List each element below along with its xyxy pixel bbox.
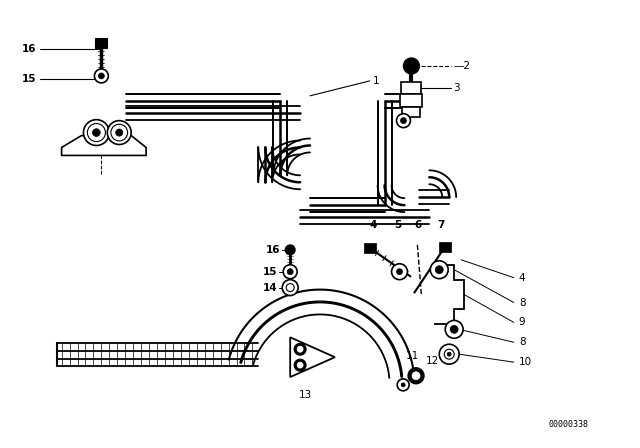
Circle shape xyxy=(450,325,458,333)
Text: 4: 4 xyxy=(370,220,377,230)
Circle shape xyxy=(444,349,454,359)
Text: 8: 8 xyxy=(519,337,525,347)
Circle shape xyxy=(297,346,303,352)
Circle shape xyxy=(83,120,109,146)
Text: 16: 16 xyxy=(22,44,36,54)
Circle shape xyxy=(401,118,406,124)
Bar xyxy=(401,82,421,94)
Bar xyxy=(403,107,420,116)
Circle shape xyxy=(284,265,297,279)
Circle shape xyxy=(412,372,420,380)
Text: 5: 5 xyxy=(394,220,402,230)
Bar xyxy=(364,243,376,253)
Circle shape xyxy=(87,124,106,142)
Text: 13: 13 xyxy=(298,390,312,400)
Circle shape xyxy=(447,352,451,356)
Text: 1: 1 xyxy=(372,76,380,86)
Text: 8: 8 xyxy=(519,297,525,307)
Circle shape xyxy=(95,69,108,83)
Circle shape xyxy=(397,269,403,275)
Text: —2: —2 xyxy=(453,61,470,71)
Circle shape xyxy=(403,58,419,74)
Circle shape xyxy=(93,129,100,137)
Circle shape xyxy=(287,269,293,275)
Circle shape xyxy=(99,73,104,79)
Text: 14: 14 xyxy=(262,283,277,293)
Circle shape xyxy=(435,266,444,274)
Circle shape xyxy=(108,121,131,145)
Text: 15: 15 xyxy=(22,74,36,84)
Circle shape xyxy=(286,284,294,292)
Circle shape xyxy=(430,261,448,279)
Circle shape xyxy=(445,320,463,338)
Text: 6: 6 xyxy=(415,220,422,230)
Circle shape xyxy=(297,362,303,368)
Circle shape xyxy=(392,264,408,280)
Text: 10: 10 xyxy=(519,357,532,367)
Circle shape xyxy=(294,343,306,355)
Text: 3: 3 xyxy=(453,83,460,93)
Circle shape xyxy=(439,344,459,364)
Bar xyxy=(95,38,108,48)
Text: 4: 4 xyxy=(519,273,525,283)
Circle shape xyxy=(282,280,298,296)
Text: 7: 7 xyxy=(437,220,445,230)
Circle shape xyxy=(111,124,127,141)
Text: 16: 16 xyxy=(266,245,280,255)
Circle shape xyxy=(401,383,405,387)
Circle shape xyxy=(116,129,123,136)
Bar xyxy=(439,242,451,252)
Text: 11: 11 xyxy=(406,351,419,361)
Circle shape xyxy=(397,114,410,128)
Text: 00000338: 00000338 xyxy=(548,420,588,429)
Circle shape xyxy=(285,245,295,255)
Circle shape xyxy=(397,379,409,391)
Circle shape xyxy=(294,359,306,371)
Text: 15: 15 xyxy=(262,267,277,277)
Bar xyxy=(401,94,422,107)
Text: 12: 12 xyxy=(426,356,439,366)
Circle shape xyxy=(408,368,424,384)
Text: 9: 9 xyxy=(519,317,525,327)
